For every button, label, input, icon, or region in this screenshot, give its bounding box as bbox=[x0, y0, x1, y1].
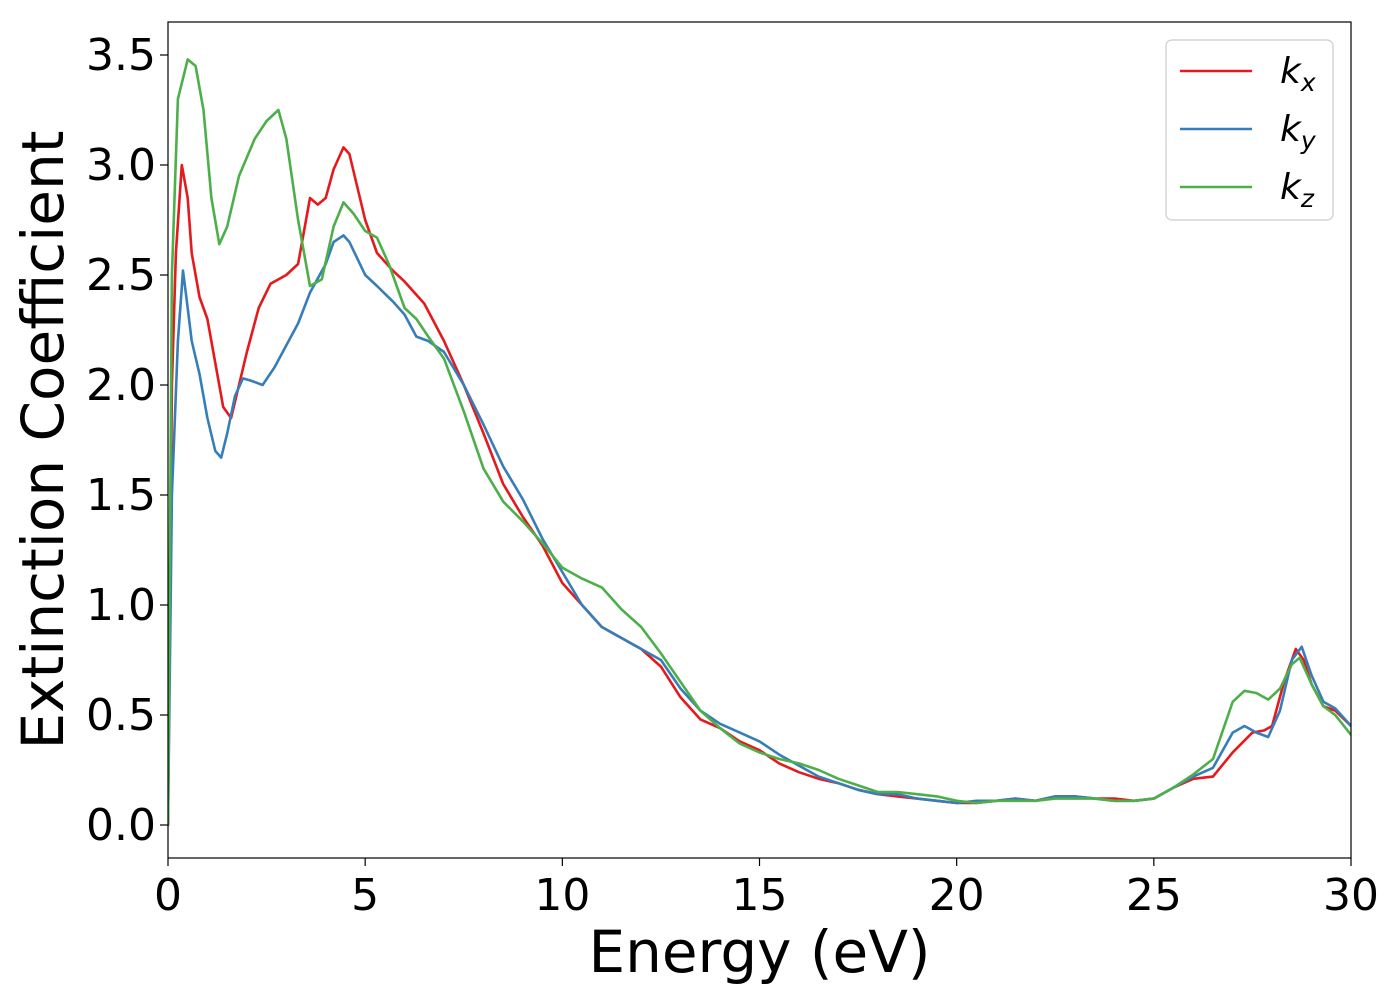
x-tick-label: 15 bbox=[732, 870, 788, 921]
x-tick-label: 30 bbox=[1323, 870, 1379, 921]
series-line-z bbox=[168, 58, 1351, 827]
legend-label-base: k bbox=[1280, 109, 1303, 150]
x-tick-label: 20 bbox=[929, 870, 985, 921]
legend-label-base: k bbox=[1280, 167, 1303, 208]
legend-label-y: ky bbox=[1280, 109, 1317, 155]
x-tick-label: 5 bbox=[351, 870, 379, 921]
y-tick-label: 2.0 bbox=[86, 360, 156, 411]
y-tick-label: 3.5 bbox=[86, 30, 156, 81]
y-axis: 0.0 0.5 1.0 1.5 2.0 2.5 3.0 3.5 bbox=[86, 30, 168, 851]
y-tick-label: 1.5 bbox=[86, 470, 156, 521]
x-tick-label: 10 bbox=[534, 870, 590, 921]
x-tick-label: 0 bbox=[154, 870, 182, 921]
y-tick-label: 0.5 bbox=[86, 690, 156, 741]
y-axis-title: Extinction Coefficient bbox=[9, 131, 77, 750]
series-layer bbox=[168, 58, 1351, 827]
legend-label-subscript: z bbox=[1300, 184, 1315, 213]
y-tick-label: 2.5 bbox=[86, 250, 156, 301]
y-tick-label: 1.0 bbox=[86, 580, 156, 631]
x-axis: 0 5 10 15 20 25 30 bbox=[154, 858, 1379, 921]
legend-label-x: kx bbox=[1280, 51, 1316, 97]
legend-label-base: k bbox=[1280, 51, 1303, 92]
x-tick-label: 25 bbox=[1126, 870, 1182, 921]
legend-label-z: kz bbox=[1280, 167, 1315, 213]
x-axis-title: Energy (eV) bbox=[588, 918, 930, 986]
legend-label-subscript: x bbox=[1300, 68, 1316, 97]
y-tick-label: 0.0 bbox=[86, 800, 156, 851]
legend-label-subscript: y bbox=[1300, 126, 1317, 155]
y-tick-label: 3.0 bbox=[86, 140, 156, 191]
